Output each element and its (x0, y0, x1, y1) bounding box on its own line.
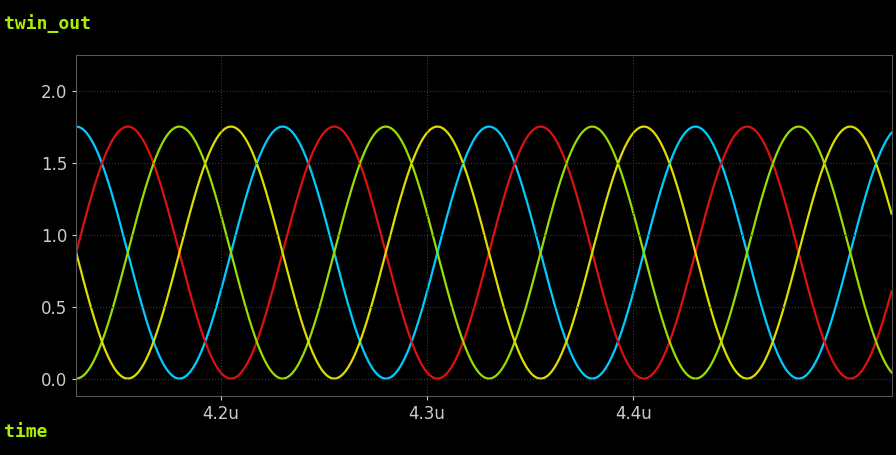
Text: twin_out: twin_out (4, 14, 91, 33)
Text: time: time (4, 423, 48, 441)
